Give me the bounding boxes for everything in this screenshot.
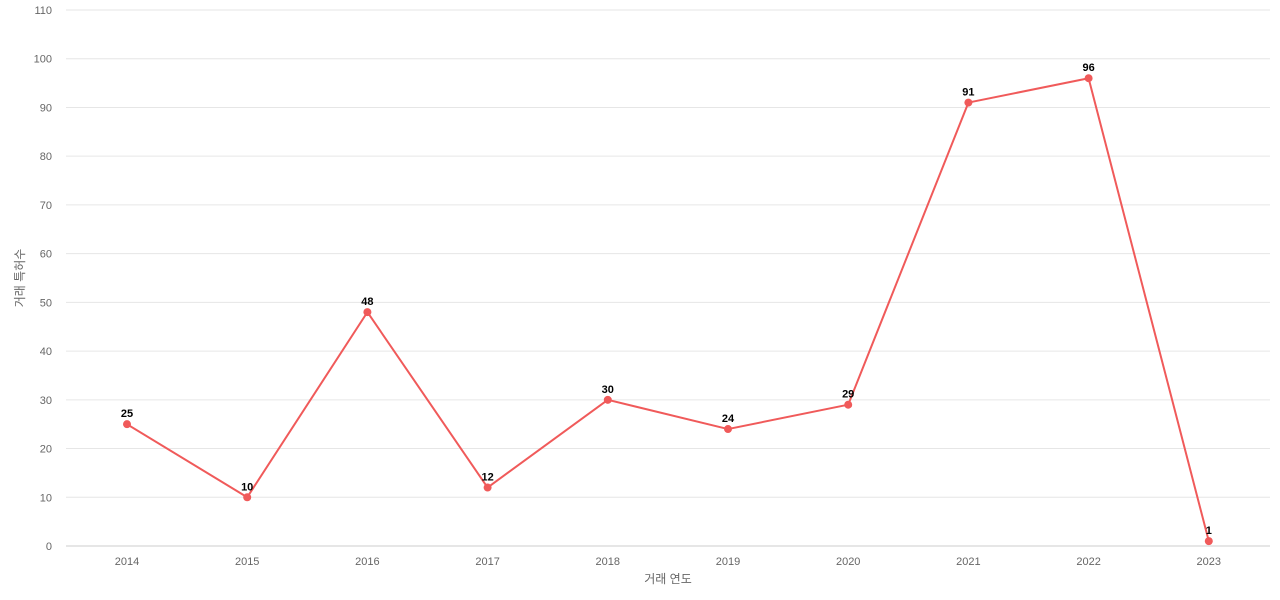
x-axis-title: 거래 연도 (644, 572, 692, 586)
data-label: 48 (361, 296, 373, 308)
data-point[interactable] (123, 420, 131, 429)
y-tick-label: 60 (40, 249, 52, 261)
data-point[interactable] (844, 400, 853, 409)
data-label: 12 (481, 472, 493, 484)
x-tick-label: 2022 (1076, 556, 1100, 568)
x-tick-label: 2021 (956, 556, 980, 568)
y-tick-label: 10 (40, 492, 52, 504)
data-point[interactable] (243, 493, 252, 502)
y-tick-label: 100 (34, 54, 52, 66)
data-label: 29 (842, 389, 854, 401)
data-label: 96 (1082, 62, 1094, 74)
data-label: 10 (241, 481, 253, 493)
y-tick-label: 20 (40, 444, 52, 456)
data-point[interactable] (1084, 74, 1093, 83)
data-label: 1 (1206, 525, 1212, 537)
grid-lines (66, 9, 1270, 498)
x-axis-ticks: 2014 2015 2016 2017 2018 2019 2020 2021 2022 2023 (115, 556, 1221, 568)
x-tick-label: 2023 (1197, 556, 1221, 568)
x-tick-label: 2020 (836, 556, 860, 568)
y-tick-label: 80 (40, 151, 52, 163)
series-layer (123, 74, 1213, 546)
series-line (126, 77, 1210, 542)
y-tick-label: 50 (40, 297, 52, 309)
x-tick-label: 2019 (716, 556, 740, 568)
x-tick-label: 2015 (235, 556, 259, 568)
data-point[interactable] (363, 308, 372, 317)
y-tick-label: 40 (40, 346, 52, 358)
y-tick-label: 70 (40, 200, 52, 212)
y-tick-label: 90 (40, 102, 52, 114)
data-point[interactable] (483, 483, 492, 492)
y-tick-label: 0 (46, 541, 52, 553)
y-tick-label: 110 (34, 5, 52, 17)
data-label: 24 (722, 413, 735, 425)
x-tick-label: 2017 (475, 556, 499, 568)
data-labels: 25 10 48 12 30 24 29 91 96 1 (121, 62, 1212, 537)
data-point[interactable] (603, 395, 612, 404)
data-point[interactable] (1204, 537, 1213, 546)
data-point[interactable] (724, 425, 732, 434)
data-label: 30 (602, 384, 614, 396)
y-axis-ticks: 0 10 20 30 40 50 60 70 80 90 100 110 (34, 5, 52, 553)
y-tick-label: 30 (40, 395, 52, 407)
y-axis-title: 거래 특허수 (13, 249, 27, 308)
data-label: 25 (121, 408, 133, 420)
x-tick-label: 2014 (115, 556, 139, 568)
x-tick-label: 2018 (596, 556, 620, 568)
data-label: 91 (962, 87, 974, 99)
x-tick-label: 2016 (355, 556, 379, 568)
data-point[interactable] (964, 98, 973, 107)
